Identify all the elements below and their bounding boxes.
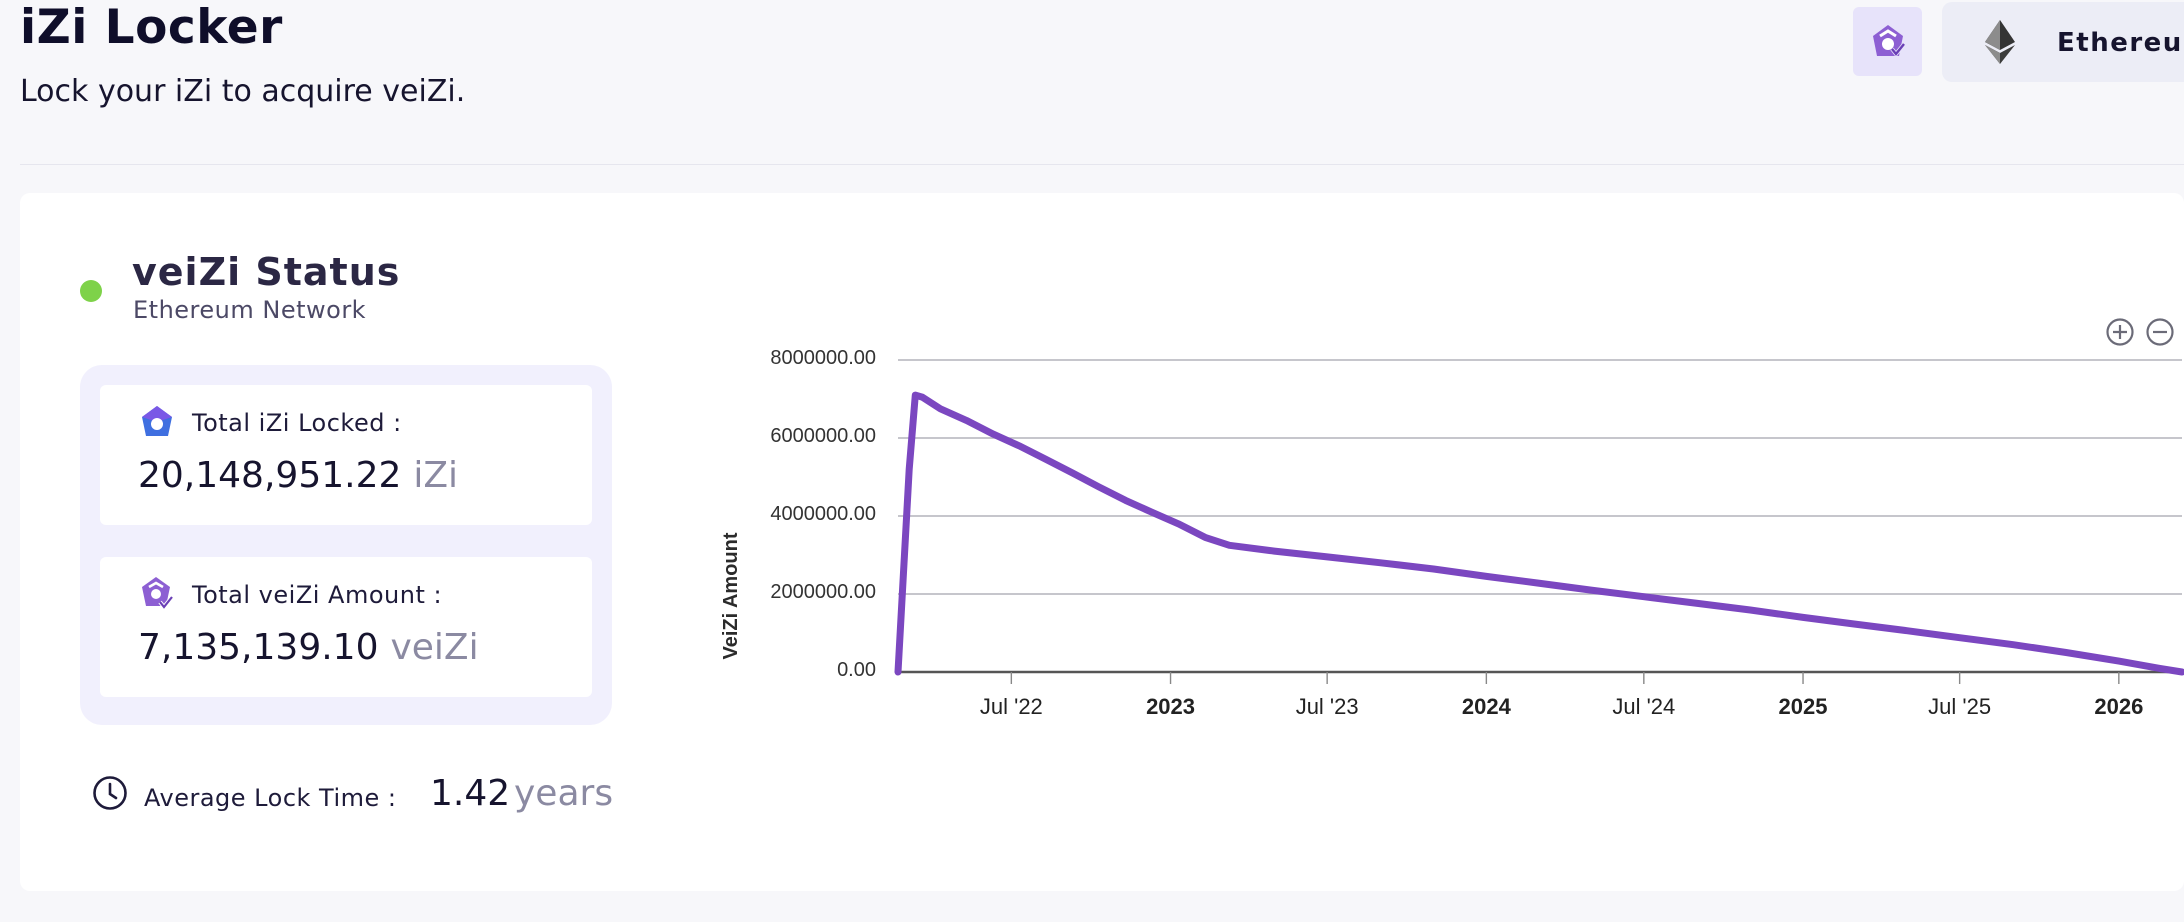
network-selector-button[interactable]: Ethereum	[1942, 2, 2184, 82]
veizi-token-icon	[142, 577, 174, 611]
y-tick-label: 8000000.00	[770, 347, 876, 369]
zoom-out-button[interactable]	[2146, 318, 2174, 346]
x-tick-label: Jul '22	[980, 694, 1043, 719]
total-izi-locked-amount: 20,148,951.22	[138, 455, 402, 496]
x-tick-label: Jul '23	[1296, 694, 1359, 719]
page-title: iZi Locker	[20, 0, 283, 55]
series-line-veizi-amount	[894, 391, 2184, 676]
total-izi-locked-box: Total iZi Locked : 20,148,951.22 iZi	[100, 385, 592, 525]
x-tick-label: Jul '24	[1612, 694, 1675, 719]
total-veizi-amount-label: Total veiZi Amount :	[192, 581, 443, 609]
total-veizi-amount-unit: veiZi	[390, 627, 479, 668]
x-tick-label: 2025	[1779, 694, 1828, 719]
x-tick-label: 2023	[1146, 694, 1195, 719]
total-izi-locked-unit: iZi	[413, 455, 459, 496]
veizi-chart-svg: 0.00 2000000.00 4000000.00 6000000.00 800000…	[720, 318, 2184, 719]
veizi-logo-icon	[1872, 24, 1906, 57]
y-tick-label: 2000000.00	[770, 581, 876, 603]
add-veizi-token-button[interactable]	[1853, 7, 1922, 76]
status-title: veiZi Status	[132, 250, 401, 294]
x-axis-ticks: Jul '22 2023 Jul '23 2024 Jul '24 2025 Jul '25…	[980, 672, 2143, 719]
total-veizi-amount-box: Total veiZi Amount : 7,135,139.10 veiZi	[100, 557, 592, 697]
average-lock-time-value: 1.42	[430, 773, 511, 814]
total-izi-locked-value: 20,148,951.22 iZi	[138, 455, 458, 496]
y-tick-label: 6000000.00	[770, 425, 876, 447]
ethereum-icon	[1985, 20, 2015, 64]
y-tick-label: 0.00	[837, 659, 876, 681]
status-network-label: Ethereum Network	[133, 296, 367, 324]
x-tick-label: Jul '25	[1928, 694, 1991, 719]
veizi-chart: 0.00 2000000.00 4000000.00 6000000.00 800000…	[710, 298, 2184, 858]
x-tick-label: 2026	[2094, 694, 2143, 719]
chart-grid	[898, 359, 2182, 674]
total-veizi-amount: 7,135,139.10	[138, 627, 379, 668]
zoom-in-button[interactable]	[2106, 318, 2134, 346]
veizi-status-card: veiZi Status Ethereum Network Total iZi …	[20, 193, 2184, 891]
page-header: iZi Locker Lock your iZi to acquire veiZ…	[0, 0, 2184, 165]
izi-token-icon	[139, 404, 175, 440]
clock-icon	[93, 776, 127, 810]
header-divider	[20, 164, 2184, 165]
y-axis-ticks: 0.00 2000000.00 4000000.00 6000000.00 800000…	[770, 347, 876, 681]
network-label: Ethereum	[2057, 28, 2184, 58]
page-subtitle: Lock your iZi to acquire veiZi.	[20, 74, 466, 109]
total-veizi-amount-value: 7,135,139.10 veiZi	[138, 627, 479, 668]
y-tick-label: 4000000.00	[770, 503, 876, 525]
status-indicator-dot	[80, 280, 102, 302]
average-lock-time-unit: years	[514, 773, 614, 814]
chart-series	[894, 391, 2184, 676]
total-izi-locked-label: Total iZi Locked :	[192, 409, 402, 437]
average-lock-time-label: Average Lock Time :	[144, 784, 397, 812]
x-tick-label: 2024	[1462, 694, 1512, 719]
y-axis-label: VeiZi Amount	[720, 532, 742, 659]
stats-panel: Total iZi Locked : 20,148,951.22 iZi Tota…	[80, 365, 612, 725]
